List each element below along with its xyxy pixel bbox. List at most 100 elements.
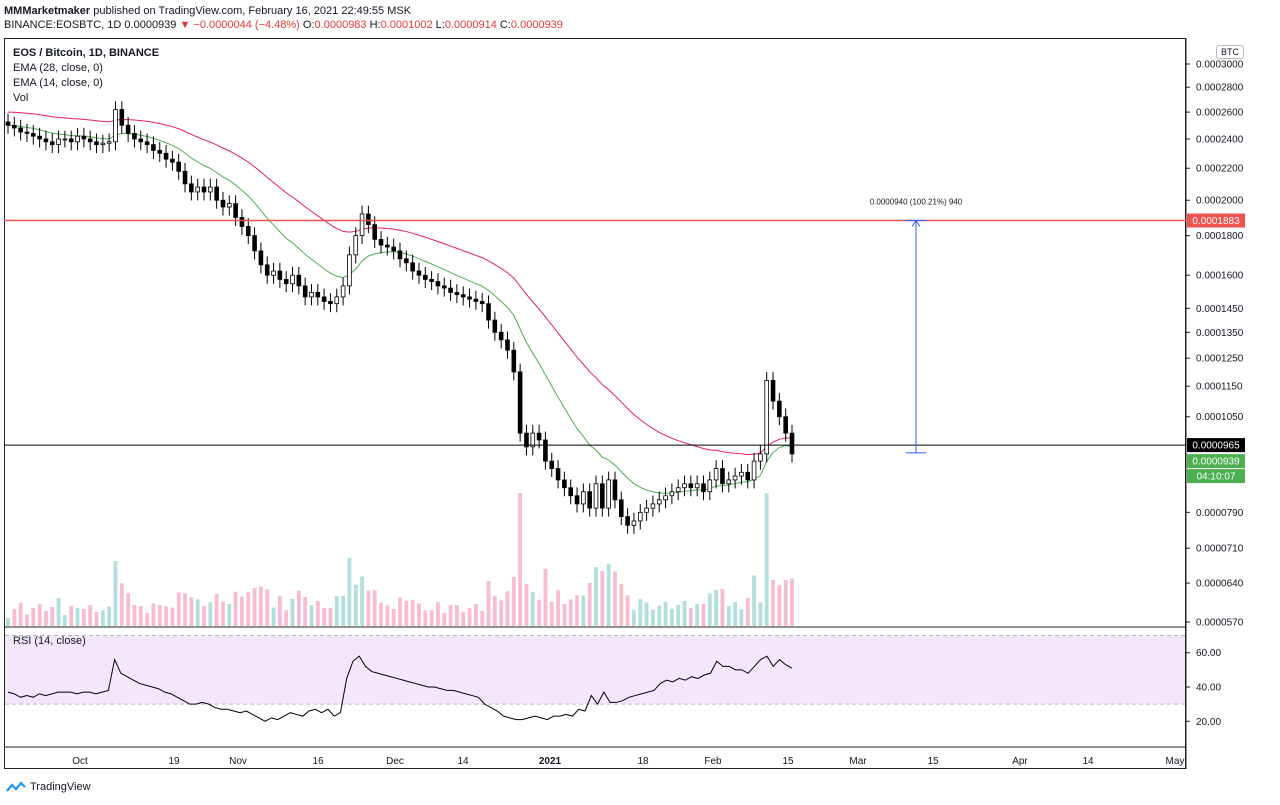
candle xyxy=(347,246,352,295)
candle xyxy=(492,311,498,341)
footer-brand[interactable]: TradingView xyxy=(30,781,91,793)
candle xyxy=(441,277,447,297)
price-label: 0.0000965 xyxy=(1187,438,1245,453)
low-value: 0.0000914 xyxy=(444,19,497,31)
volume-bar xyxy=(739,609,744,626)
price-labels: 0.0001883 0.0000965 0.0000939 04:10:07 xyxy=(1187,213,1245,484)
volume-bar xyxy=(518,493,523,626)
candle xyxy=(372,216,378,248)
rsi-axis: 60.00 40.00 20.00 xyxy=(1186,648,1221,728)
time-axis[interactable]: Oct 19 Nov 16 Dec 14 2021 18 Feb 15 Mar 15 Apr 14 May xyxy=(72,756,1184,767)
candle xyxy=(701,475,706,501)
candle xyxy=(94,133,99,154)
candle xyxy=(606,471,611,517)
volume-bar xyxy=(170,607,175,626)
svg-text:0.0000965: 0.0000965 xyxy=(1192,441,1240,452)
volume-bar xyxy=(360,576,364,626)
volume-bar xyxy=(328,607,333,626)
time-tick-label: Nov xyxy=(229,756,247,767)
candle xyxy=(315,284,321,306)
candle xyxy=(694,475,700,497)
candle xyxy=(720,460,725,493)
volume-bar xyxy=(31,608,36,626)
candle xyxy=(751,452,757,489)
candle xyxy=(637,504,643,530)
ema-lines xyxy=(7,111,793,494)
open-value: 0.0000983 xyxy=(314,19,367,31)
candle xyxy=(170,150,175,171)
candle xyxy=(195,178,200,201)
legend-ema28[interactable]: EMA (28, close, 0) xyxy=(13,62,103,74)
candle xyxy=(644,499,649,521)
low-label: L: xyxy=(435,19,445,31)
candle xyxy=(448,279,453,301)
close-value: 0.0000939 xyxy=(510,19,563,31)
author-name[interactable]: MMMarketmaker xyxy=(4,5,91,17)
price-range-measure[interactable]: 0.0000940 (100.21%) 940 xyxy=(870,197,963,454)
candle xyxy=(290,266,295,293)
candle xyxy=(707,471,713,501)
candle xyxy=(435,273,441,295)
price-axis[interactable]: 0.0003000 0.0002800 0.0002600 0.0002400 0.00… xyxy=(1186,60,1244,629)
volume-bar xyxy=(398,597,402,626)
candle xyxy=(245,218,251,245)
legend-title[interactable]: EOS / Bitcoin, 1D, BINANCE xyxy=(13,47,160,59)
candles xyxy=(5,101,795,534)
price-tick-label: 0.0001350 xyxy=(1196,328,1244,339)
rsi-band xyxy=(5,635,1185,705)
time-tick-label: Dec xyxy=(386,756,404,767)
rsi-legend[interactable]: RSI (14, close) xyxy=(13,635,86,647)
price-tick-label: 0.0001050 xyxy=(1196,412,1244,423)
volume-bar xyxy=(632,610,636,626)
candle xyxy=(416,262,422,284)
time-tick-label: 15 xyxy=(927,756,939,767)
volume-bar xyxy=(189,597,194,626)
candle xyxy=(517,363,523,442)
footer: TradingView xyxy=(6,781,91,793)
volume-bar xyxy=(379,602,383,626)
volume-bar xyxy=(315,601,320,626)
volume-bar xyxy=(252,588,257,626)
volume-bar xyxy=(372,590,377,626)
volume-bar xyxy=(695,604,700,626)
candle xyxy=(125,116,131,142)
candle xyxy=(713,460,719,489)
volume-bar xyxy=(126,593,131,626)
candle xyxy=(682,475,687,497)
volume-bar xyxy=(771,579,775,626)
volume-bar xyxy=(284,610,289,626)
candle xyxy=(505,331,510,359)
volume-bar xyxy=(625,595,630,626)
candle xyxy=(18,119,23,141)
volume-bar xyxy=(530,592,535,626)
volume-bar xyxy=(138,605,143,626)
candle xyxy=(663,487,668,509)
currency-badge[interactable]: BTC xyxy=(1216,45,1244,59)
price-label: 04:10:07 xyxy=(1187,469,1245,484)
candle xyxy=(391,238,396,260)
volume-bar xyxy=(56,598,61,626)
rsi-tick-label: 20.00 xyxy=(1196,717,1221,728)
horizontal-lines[interactable] xyxy=(4,219,1186,446)
legend-vol[interactable]: Vol xyxy=(13,92,29,104)
volume-bar xyxy=(176,592,181,626)
open-label: O: xyxy=(302,19,315,31)
volume-bar xyxy=(69,605,74,626)
candle xyxy=(397,242,403,268)
candle xyxy=(726,471,732,493)
candle xyxy=(214,178,219,209)
candle xyxy=(271,262,276,284)
volume-bar xyxy=(81,609,86,626)
volume-bar xyxy=(682,601,687,626)
candle xyxy=(309,284,314,306)
volume-bar xyxy=(6,618,10,626)
candle xyxy=(555,460,561,489)
volume-bar xyxy=(726,606,731,626)
volume-bar xyxy=(309,605,314,626)
legend-ema14[interactable]: EMA (14, close, 0) xyxy=(13,77,103,89)
high-value: 0.0001002 xyxy=(380,19,433,31)
candle xyxy=(511,341,517,381)
candle xyxy=(208,178,213,201)
volume-bar xyxy=(107,606,112,626)
